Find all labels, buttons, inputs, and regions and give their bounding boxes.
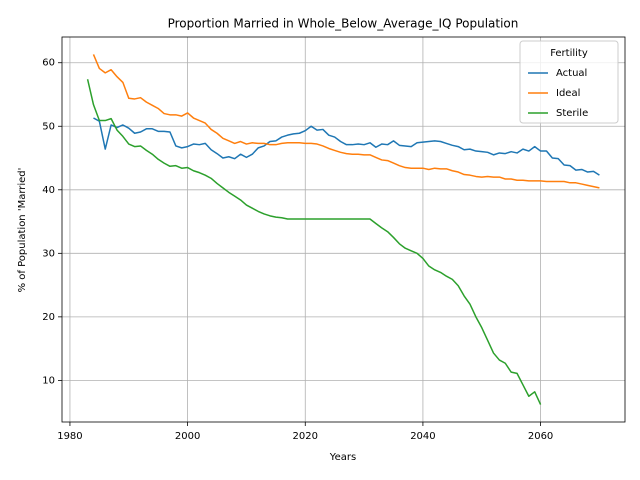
y-tick-label: 40 <box>42 185 55 196</box>
chart-title: Proportion Married in Whole_Below_Averag… <box>168 17 519 31</box>
y-axis-label: % of Population 'Married' <box>17 168 28 293</box>
legend-title: Fertility <box>550 48 588 59</box>
y-tick-label: 10 <box>42 375 55 386</box>
series-line <box>92 54 600 189</box>
x-tick-label: 2060 <box>528 431 553 442</box>
legend-box <box>519 40 619 124</box>
series-line <box>86 79 542 405</box>
plot-frame <box>61 36 626 423</box>
x-tick-label: 2020 <box>293 431 318 442</box>
legend-label: Actual <box>556 68 587 79</box>
x-axis-label: Years <box>329 452 356 463</box>
y-tick-label: 20 <box>42 312 55 323</box>
series-line <box>93 117 600 176</box>
legend-label: Ideal <box>556 88 580 99</box>
x-tick-label: 2000 <box>175 431 200 442</box>
x-tick-label: 2040 <box>410 431 435 442</box>
y-tick-label: 30 <box>42 248 55 259</box>
y-tick-label: 50 <box>42 121 55 132</box>
y-tick-label: 60 <box>42 58 55 69</box>
legend-label: Sterile <box>556 108 588 119</box>
x-tick-label: 1980 <box>57 431 82 442</box>
